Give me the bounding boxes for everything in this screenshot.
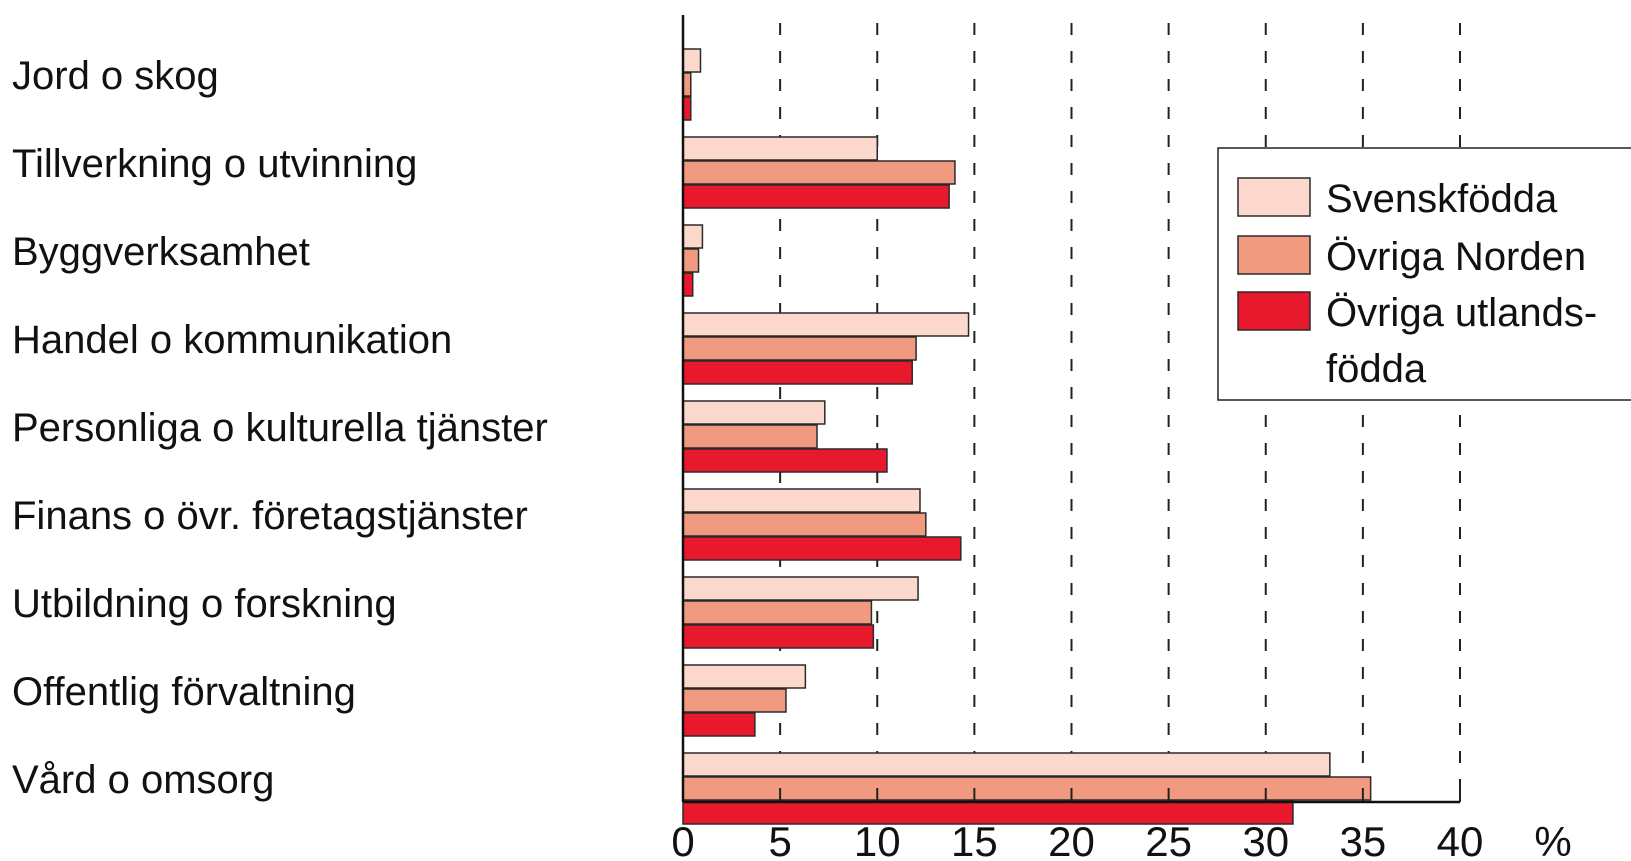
bar — [682, 576, 919, 601]
category-label: Personliga o kulturella tjänster — [12, 406, 548, 450]
bar — [682, 624, 875, 649]
x-tick-label: 25 — [1145, 818, 1192, 861]
bars — [682, 48, 1372, 825]
bar — [682, 488, 921, 513]
category-label: Finans o övr. företagstjänster — [12, 494, 528, 538]
bar — [682, 752, 1331, 777]
bar — [682, 776, 1372, 801]
legend-label: Svenskfödda — [1326, 177, 1558, 221]
legend-label: födda — [1326, 347, 1427, 391]
category-label: Handel o kommunikation — [12, 318, 452, 362]
legend-swatch — [1237, 235, 1311, 275]
legend-swatch — [1237, 291, 1311, 331]
bar — [682, 136, 878, 161]
bar — [682, 312, 970, 337]
bar — [682, 600, 873, 625]
bar — [682, 360, 913, 385]
bar — [682, 272, 694, 297]
bar — [682, 424, 818, 449]
bar — [682, 48, 702, 73]
legend-label: Övriga Norden — [1326, 235, 1586, 279]
category-label: Offentlig förvaltning — [12, 670, 356, 714]
x-tick-label: 15 — [951, 818, 998, 861]
x-tick-label: 20 — [1048, 818, 1095, 861]
bar — [682, 448, 888, 473]
category-label: Byggverksamhet — [12, 230, 310, 274]
x-tick-label: 10 — [854, 818, 901, 861]
bar — [682, 336, 917, 361]
x-tick-label: 40 — [1437, 818, 1484, 861]
unit-label: % — [1534, 818, 1571, 861]
x-tick-label: 35 — [1340, 818, 1387, 861]
legend-swatch — [1237, 177, 1311, 217]
bar — [682, 224, 704, 249]
bar — [682, 712, 756, 737]
bar — [682, 184, 950, 209]
x-tick-label: 0 — [671, 818, 694, 861]
bar — [682, 160, 956, 185]
category-labels: Jord o skog Tillverkning o utvinning Byggv… — [12, 54, 548, 802]
x-tick-labels: 0 5 10 15 20 25 30 35 40% — [671, 818, 1571, 861]
category-label: Tillverkning o utvinning — [12, 142, 417, 186]
grid-lines — [779, 23, 1461, 802]
category-label: Utbildning o forskning — [12, 582, 397, 626]
bar — [682, 512, 927, 537]
axes — [681, 15, 1461, 804]
bar — [682, 248, 700, 273]
legend: Svenskfödda Övriga Norden Övriga utlands-f… — [1217, 147, 1631, 401]
x-tick-label: 30 — [1242, 818, 1289, 861]
category-label: Vård o omsorg — [12, 758, 274, 802]
bar — [682, 536, 962, 561]
x-tick-label: 5 — [768, 818, 791, 861]
legend-label: Övriga utlands- — [1326, 291, 1597, 335]
category-label: Jord o skog — [12, 54, 219, 98]
bar — [682, 664, 807, 689]
bar — [682, 688, 787, 713]
bar — [682, 400, 826, 425]
